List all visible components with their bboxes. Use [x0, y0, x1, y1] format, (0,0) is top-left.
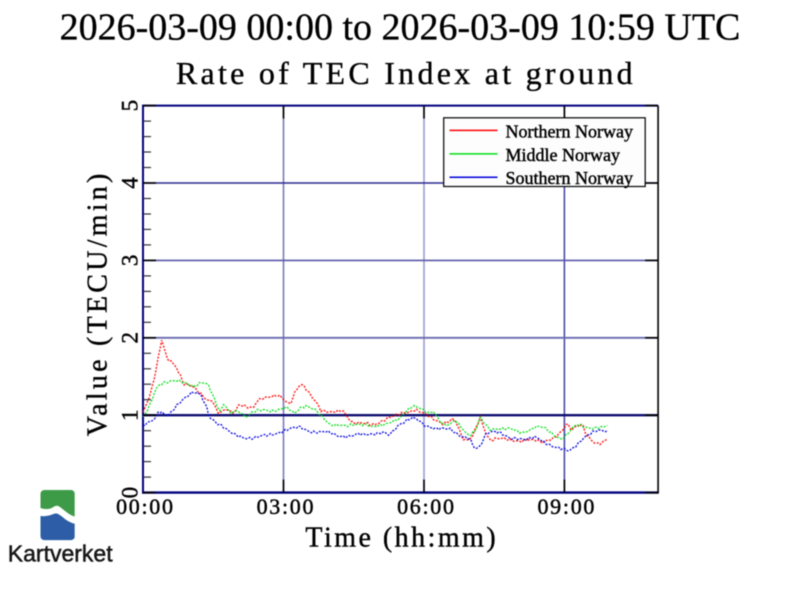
svg-text:Northern Norway: Northern Norway — [506, 121, 633, 141]
svg-text:1: 1 — [118, 409, 143, 421]
svg-text:4: 4 — [118, 177, 143, 189]
svg-text:Southern Norway: Southern Norway — [506, 168, 633, 188]
svg-text:Value (TECU/min): Value (TECU/min) — [82, 170, 113, 436]
svg-text:Time (hh:mm): Time (hh:mm) — [305, 523, 498, 554]
svg-text:0: 0 — [118, 487, 143, 499]
svg-text:Rate of TEC Index at ground: Rate of TEC Index at ground — [176, 55, 636, 91]
svg-text:2026-03-09 00:00 to 2026-03-09: 2026-03-09 00:00 to 2026-03-09 10:59 UTC — [60, 6, 741, 48]
svg-text:Middle Norway: Middle Norway — [506, 145, 620, 165]
svg-text:2: 2 — [118, 332, 143, 344]
svg-text:Kartverket: Kartverket — [8, 541, 113, 567]
svg-text:09:00: 09:00 — [537, 494, 596, 519]
svg-text:03:00: 03:00 — [257, 494, 316, 519]
svg-text:06:00: 06:00 — [397, 494, 456, 519]
svg-text:5: 5 — [118, 100, 143, 112]
svg-text:3: 3 — [118, 255, 143, 267]
svg-text:00:00: 00:00 — [116, 494, 175, 519]
